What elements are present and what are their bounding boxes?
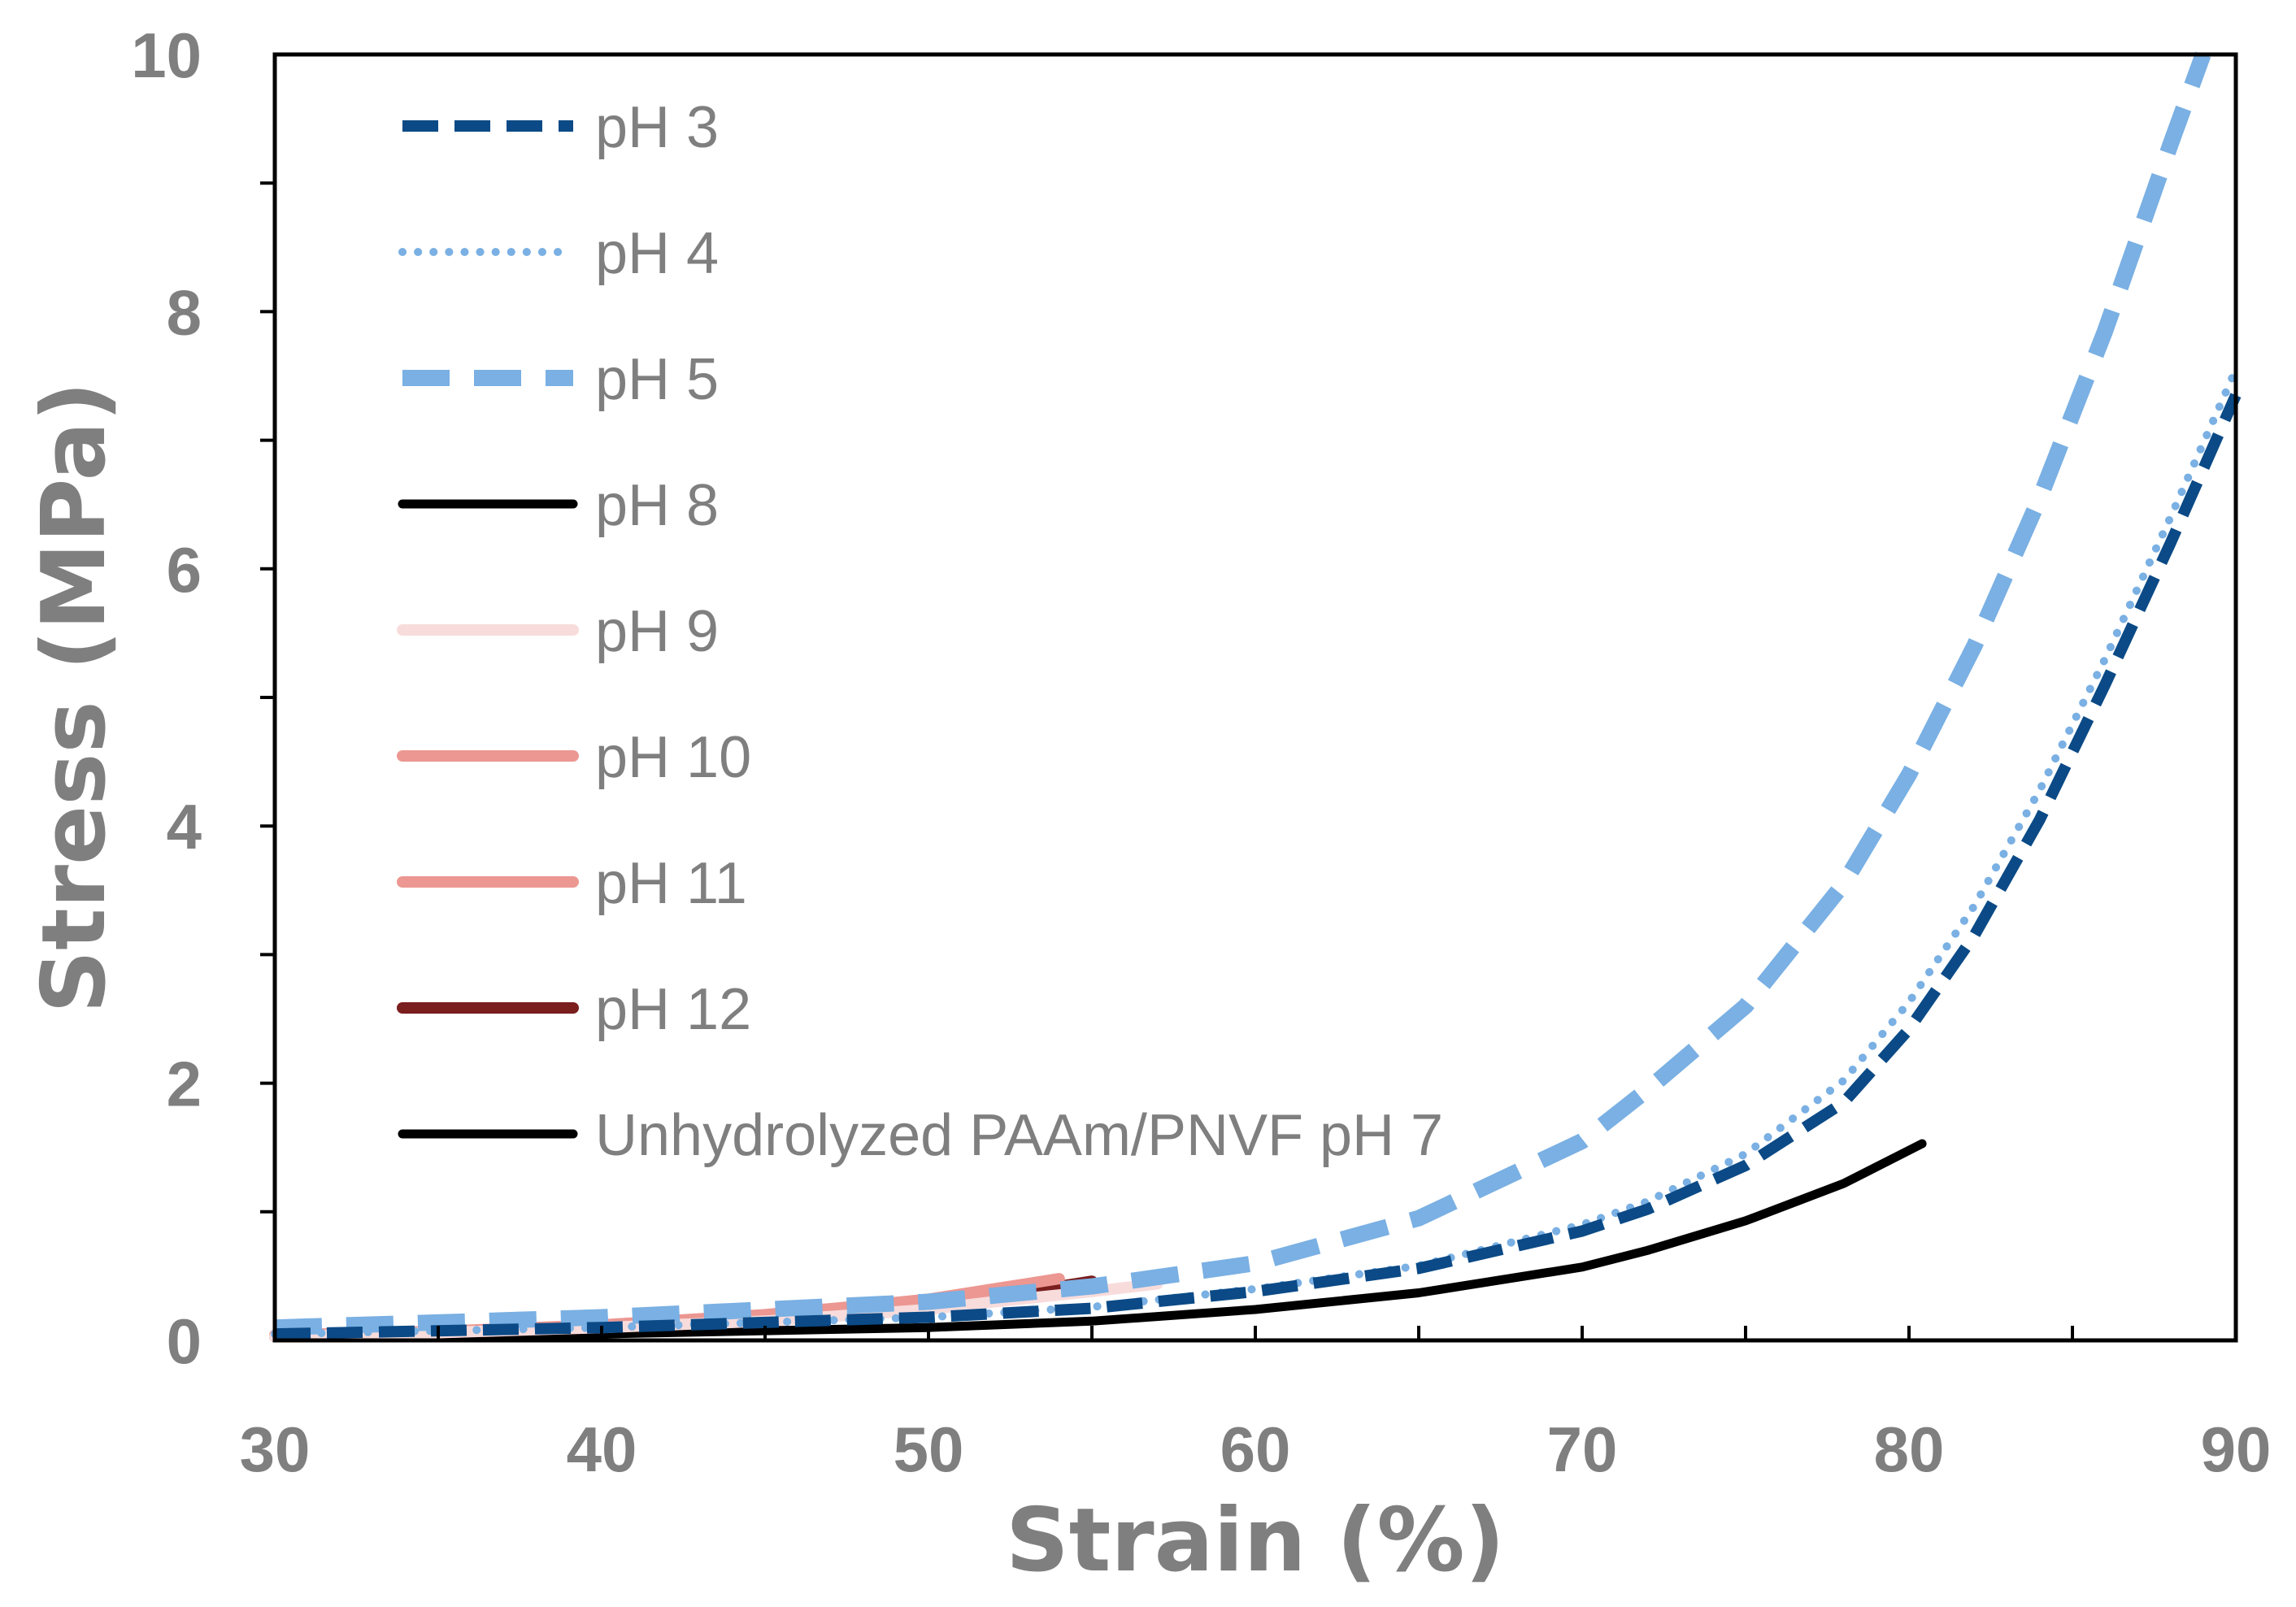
- legend-label-ph-3: pH 3: [595, 95, 719, 160]
- legend-label-ph-12: pH 12: [595, 977, 751, 1042]
- series-line-ph-3: [274, 393, 2242, 1340]
- series-line-unhydrolyzed-paam-pnvf-ph-7: [270, 1139, 1927, 1343]
- y-tick-label: 2: [167, 1049, 202, 1120]
- x-tick-label: 50: [894, 1414, 964, 1485]
- legend-label-ph-10: pH 10: [595, 725, 751, 790]
- legend-label-ph-9: pH 9: [595, 599, 719, 664]
- series-line-ph-5: [274, 51, 2211, 1336]
- legend-label-ph-11: pH 11: [595, 851, 747, 916]
- legend-label-ph-4: pH 4: [595, 221, 719, 286]
- legend: pH 3 pH 4 pH 5 pH 8 pH 9 pH 10 pH 11 pH 12 Unhyd…: [397, 95, 1443, 1168]
- y-tick-label: 4: [167, 791, 202, 862]
- axis-ticks: 30 40 50 60 70 80 90 0 2 4 6 8 10: [131, 20, 2271, 1485]
- x-tick-label: 30: [240, 1414, 311, 1485]
- y-axis-title: Stress (MPa): [24, 381, 125, 1013]
- legend-label-unhydrolyzed-paam-pnvf-ph-7: Unhydrolyzed PAAm/PNVF pH 7: [595, 1103, 1443, 1168]
- x-tick-label: 70: [1547, 1414, 1618, 1485]
- series-line-ph-4: [271, 365, 2240, 1339]
- y-tick-label: 0: [167, 1305, 202, 1377]
- y-tick-label: 6: [167, 534, 202, 606]
- x-tick-label: 40: [567, 1414, 637, 1485]
- x-axis-title: Strain (%): [1006, 1490, 1505, 1592]
- y-tick-label: 8: [167, 276, 202, 348]
- x-tick-label: 60: [1220, 1414, 1291, 1485]
- x-tick-label: 80: [1874, 1414, 1945, 1485]
- legend-label-ph-5: pH 5: [595, 347, 719, 412]
- x-tick-label: 90: [2201, 1414, 2272, 1485]
- legend-label-ph-8: pH 8: [595, 473, 719, 538]
- y-tick-label: 10: [131, 20, 202, 91]
